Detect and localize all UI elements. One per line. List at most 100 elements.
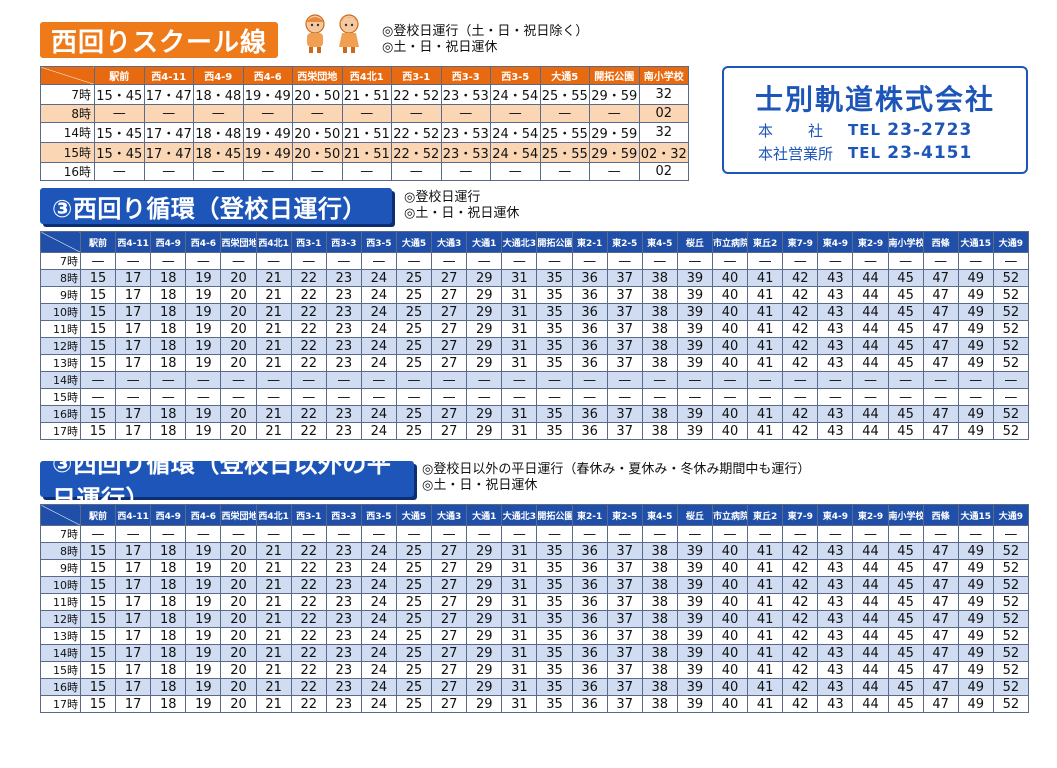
stop-header: 東4-5 bbox=[641, 504, 678, 526]
stop-header: 桜丘 bbox=[676, 231, 713, 253]
time-cell: 29 bbox=[466, 422, 503, 440]
stop-header: 東7-9 bbox=[782, 504, 819, 526]
time-cell: — bbox=[79, 525, 117, 543]
time-cell: 17 bbox=[115, 610, 152, 628]
time-cell: 40 bbox=[711, 542, 749, 560]
header-row: 駅前 西4-11 西4-9 西4-6 西栄団地 西4北1 西3-1 西3-3 西3-5 大通5 大通… bbox=[40, 231, 1029, 253]
contact-phone: TEL 23-4151 bbox=[848, 143, 973, 163]
time-cell: 39 bbox=[676, 678, 713, 696]
time-cell: 43 bbox=[817, 422, 854, 440]
time-cell: 35 bbox=[536, 303, 573, 321]
stop-header: 大通5 bbox=[395, 231, 433, 253]
time-cell: — bbox=[341, 104, 392, 123]
time-cell: 52 bbox=[992, 337, 1029, 355]
time-cell: 21 bbox=[255, 644, 292, 662]
time-cell: 39 bbox=[676, 337, 713, 355]
time-cell: — bbox=[220, 252, 257, 270]
time-cell: 52 bbox=[992, 405, 1029, 423]
time-cell: 21 bbox=[255, 678, 292, 696]
time-cell: 29 bbox=[466, 354, 503, 372]
time-cell: — bbox=[325, 525, 362, 543]
time-cell: 21・51 bbox=[341, 84, 392, 105]
time-cell: 40 bbox=[711, 576, 749, 594]
table-row: 14時 — — — — — — — — — — — — — — — — — — — — — — — — — — — bbox=[40, 371, 1029, 389]
time-cell: 15 bbox=[79, 593, 117, 611]
time-cell: 52 bbox=[992, 286, 1029, 304]
time-cell: 21 bbox=[255, 337, 292, 355]
time-cell: 24 bbox=[360, 303, 397, 321]
time-cell: 39 bbox=[676, 576, 713, 594]
time-cell: — bbox=[536, 525, 573, 543]
time-cell: 15 bbox=[79, 610, 117, 628]
time-cell: 36 bbox=[571, 576, 608, 594]
time-cell: 23 bbox=[325, 661, 362, 679]
time-cell: 42 bbox=[782, 542, 819, 560]
time-cell: 18 bbox=[150, 644, 187, 662]
stop-header: 市立病院 bbox=[711, 504, 749, 526]
time-cell: 21 bbox=[255, 627, 292, 645]
time-cell: 38 bbox=[641, 678, 678, 696]
time-cell: — bbox=[536, 371, 573, 389]
stop-header: 駅前 bbox=[94, 66, 145, 85]
time-cell: 17 bbox=[115, 695, 152, 713]
time-cell: 45 bbox=[887, 337, 924, 355]
time-cell: — bbox=[501, 371, 538, 389]
time-cell: 49 bbox=[957, 627, 994, 645]
time-cell: 43 bbox=[817, 269, 854, 287]
time-cell: 18 bbox=[150, 542, 187, 560]
time-cell: 52 bbox=[992, 269, 1029, 287]
time-cell: 44 bbox=[852, 576, 889, 594]
stop-header: 西3-1 bbox=[290, 231, 327, 253]
time-cell: 20 bbox=[220, 576, 257, 594]
time-cell: 23 bbox=[325, 286, 362, 304]
time-cell: 17 bbox=[115, 422, 152, 440]
time-cell: 41 bbox=[747, 320, 784, 338]
time-cell: 35 bbox=[536, 286, 573, 304]
time-cell: 18 bbox=[150, 354, 187, 372]
time-cell: 49 bbox=[957, 320, 994, 338]
time-cell: 45 bbox=[887, 405, 924, 423]
stop-header: 東2-9 bbox=[852, 504, 889, 526]
stop-header: 西4-9 bbox=[193, 66, 244, 85]
stop-header: 開拓公園 bbox=[536, 504, 573, 526]
time-cell: 18 bbox=[150, 678, 187, 696]
time-cell: 36 bbox=[571, 286, 608, 304]
stop-header: 駅前 bbox=[79, 231, 117, 253]
time-cell: — bbox=[992, 252, 1029, 270]
time-cell: 23 bbox=[325, 610, 362, 628]
time-cell: — bbox=[641, 252, 678, 270]
time-cell: 27 bbox=[431, 593, 468, 611]
time-cell: 22 bbox=[290, 354, 327, 372]
time-cell: — bbox=[292, 162, 343, 181]
time-cell: 37 bbox=[606, 354, 643, 372]
time-cell: 38 bbox=[641, 269, 678, 287]
time-cell: 22 bbox=[290, 661, 327, 679]
time-cell: 27 bbox=[431, 269, 468, 287]
time-cell: 32 bbox=[638, 84, 689, 105]
time-cell: 19・49 bbox=[242, 84, 293, 105]
time-cell: 19 bbox=[185, 627, 222, 645]
time-cell: — bbox=[143, 162, 194, 181]
time-cell: — bbox=[922, 388, 959, 406]
table-row: 12時 15 17 18 19 20 21 22 23 24 25 27 29 31 35 36 37 38 39 4… bbox=[40, 337, 1029, 355]
time-cell: — bbox=[957, 525, 994, 543]
time-cell: 27 bbox=[431, 610, 468, 628]
time-cell: 38 bbox=[641, 542, 678, 560]
time-cell: 37 bbox=[606, 405, 643, 423]
hour-cell: 14時 bbox=[40, 122, 95, 143]
time-cell: 24 bbox=[360, 354, 397, 372]
stop-header: 西4-11 bbox=[115, 504, 152, 526]
time-cell: 20 bbox=[220, 269, 257, 287]
hour-cell: 13時 bbox=[40, 627, 81, 645]
time-cell: 29 bbox=[466, 559, 503, 577]
table-row: 15時 — — — — — — — — — — — — — — — — — — — — — — — — — — — bbox=[40, 388, 1029, 406]
time-cell: — bbox=[957, 371, 994, 389]
time-cell: 20 bbox=[220, 661, 257, 679]
stop-header: 西條 bbox=[922, 231, 959, 253]
time-cell: 52 bbox=[992, 320, 1029, 338]
time-cell: 35 bbox=[536, 661, 573, 679]
time-cell: 49 bbox=[957, 422, 994, 440]
time-cell: 23 bbox=[325, 303, 362, 321]
time-cell: 23 bbox=[325, 627, 362, 645]
time-cell: 44 bbox=[852, 303, 889, 321]
